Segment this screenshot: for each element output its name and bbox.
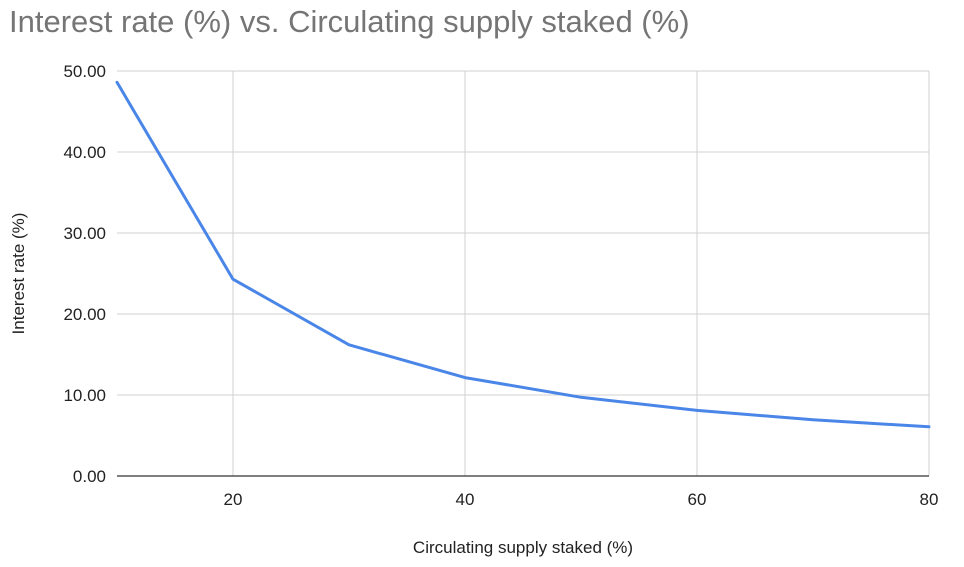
x-tick-labels: 20 40 60 80 [224, 490, 939, 509]
chart-title: Interest rate (%) vs. Circulating supply… [9, 4, 690, 39]
x-tick-label: 80 [920, 490, 939, 509]
y-tick-label: 0.00 [73, 467, 106, 486]
series-line [115, 80, 931, 429]
y-tick-label: 30.00 [63, 224, 106, 243]
x-tick-label: 60 [688, 490, 707, 509]
y-tick-labels: 0.00 10.00 20.00 30.00 40.00 50.00 [63, 62, 106, 486]
y-axis-label: Interest rate (%) [9, 213, 28, 335]
x-axis-label: Circulating supply staked (%) [413, 538, 633, 557]
x-tick-label: 40 [456, 490, 475, 509]
y-tick-label: 10.00 [63, 386, 106, 405]
series-group [115, 80, 931, 429]
x-gridlines [232, 71, 930, 476]
x-tick-label: 20 [224, 490, 243, 509]
y-tick-label: 20.00 [63, 305, 106, 324]
y-tick-label: 50.00 [63, 62, 106, 81]
y-gridlines [117, 70, 929, 396]
y-tick-label: 40.00 [63, 143, 106, 162]
